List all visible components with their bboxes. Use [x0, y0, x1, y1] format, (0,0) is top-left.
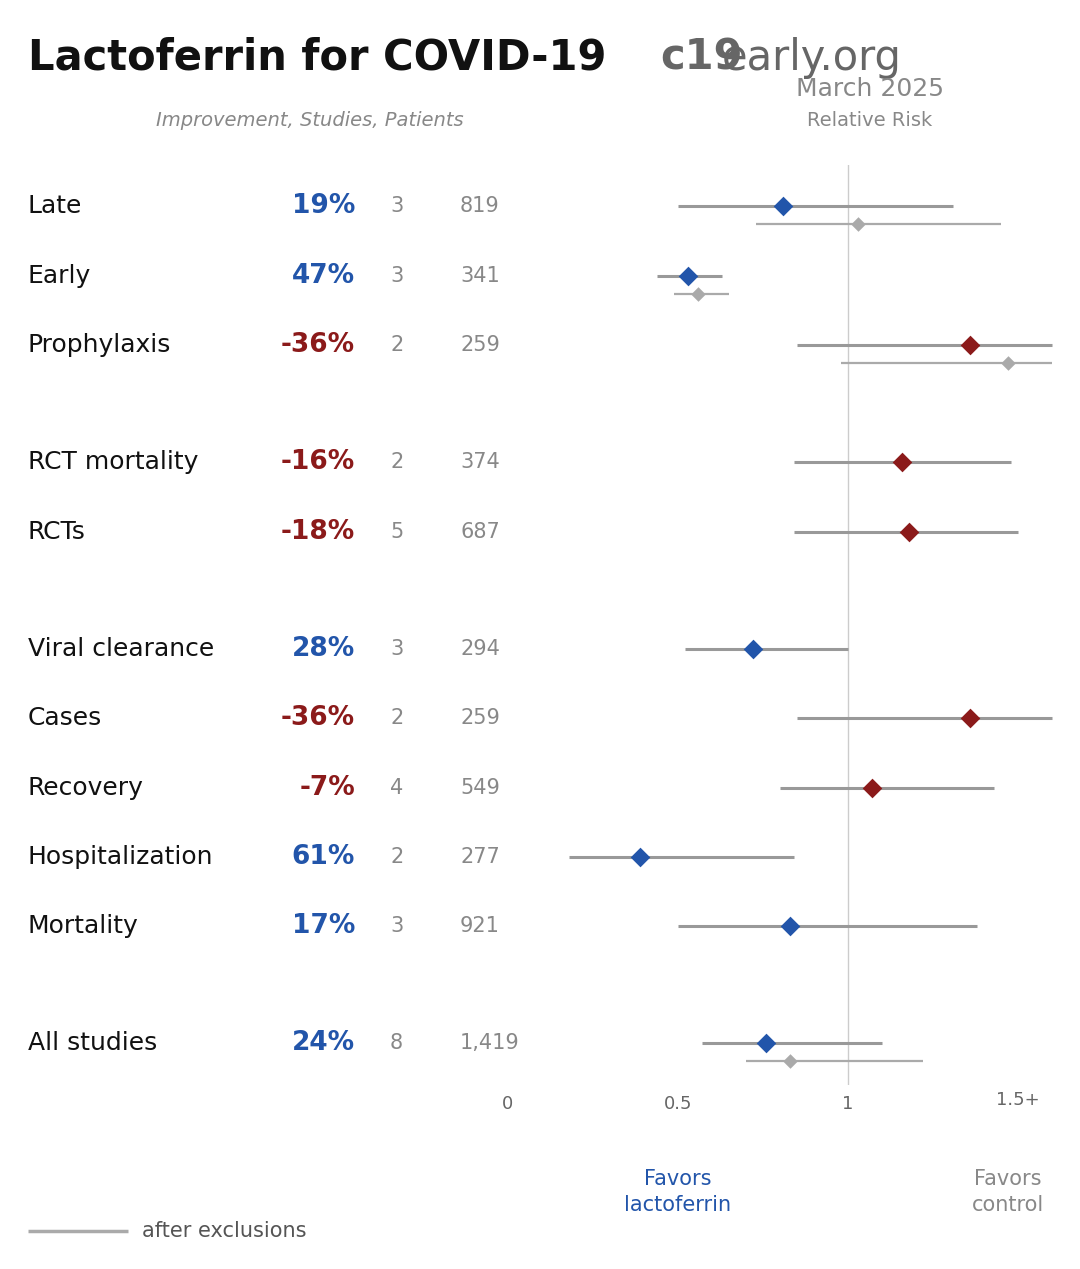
Text: Early: Early: [28, 264, 91, 288]
Point: [999, 353, 1016, 373]
Text: control: control: [972, 1195, 1044, 1214]
Text: 3: 3: [390, 265, 403, 286]
Text: 687: 687: [460, 522, 500, 542]
Point: [962, 708, 980, 728]
Text: Recovery: Recovery: [28, 775, 144, 799]
Point: [689, 283, 706, 303]
Point: [758, 1033, 775, 1053]
Point: [850, 214, 867, 235]
Text: early.org: early.org: [723, 37, 902, 79]
Text: 19%: 19%: [292, 193, 355, 220]
Text: Late: Late: [28, 194, 82, 218]
Text: Improvement, Studies, Patients: Improvement, Studies, Patients: [157, 110, 463, 129]
Text: 47%: 47%: [292, 263, 355, 288]
Text: 819: 819: [460, 197, 500, 217]
Point: [774, 197, 792, 217]
Text: after exclusions: after exclusions: [141, 1221, 307, 1241]
Text: 2: 2: [390, 708, 403, 728]
Text: 24%: 24%: [292, 1030, 355, 1057]
Text: RCT mortality: RCT mortality: [28, 450, 199, 475]
Text: Cases: Cases: [28, 707, 103, 731]
Text: Hospitalization: Hospitalization: [28, 845, 214, 869]
Text: Viral clearance: Viral clearance: [28, 637, 214, 661]
Text: c19: c19: [660, 37, 743, 79]
Text: Favors: Favors: [974, 1169, 1042, 1189]
Text: -36%: -36%: [281, 331, 355, 358]
Text: 5: 5: [390, 522, 403, 542]
Text: 4: 4: [390, 778, 403, 797]
Text: -16%: -16%: [281, 449, 355, 476]
Text: 3: 3: [390, 916, 403, 937]
Text: 294: 294: [460, 640, 500, 659]
Text: Prophylaxis: Prophylaxis: [28, 332, 172, 357]
Text: 1.5+: 1.5+: [997, 1090, 1040, 1109]
Text: 549: 549: [460, 778, 500, 797]
Point: [863, 778, 880, 798]
Text: -18%: -18%: [281, 519, 355, 544]
Text: 259: 259: [460, 335, 500, 355]
Text: -7%: -7%: [299, 774, 355, 801]
Point: [901, 522, 918, 542]
Point: [679, 265, 697, 286]
Text: 277: 277: [460, 846, 500, 867]
Text: Relative Risk: Relative Risk: [808, 110, 933, 129]
Text: 17%: 17%: [292, 912, 355, 939]
Text: -36%: -36%: [281, 706, 355, 731]
Text: 8: 8: [390, 1033, 403, 1053]
Text: March 2025: March 2025: [796, 77, 944, 102]
Text: 921: 921: [460, 916, 500, 937]
Text: RCTs: RCTs: [28, 519, 86, 543]
Text: 3: 3: [390, 197, 403, 217]
Text: 2: 2: [390, 335, 403, 355]
Text: 61%: 61%: [292, 844, 355, 869]
Text: 2: 2: [390, 453, 403, 472]
Point: [744, 640, 761, 660]
Point: [632, 846, 649, 867]
Text: 1,419: 1,419: [460, 1033, 519, 1053]
Text: Lactoferrin for COVID-19: Lactoferrin for COVID-19: [28, 37, 606, 79]
Point: [894, 452, 912, 472]
Text: 2: 2: [390, 846, 403, 867]
Text: All studies: All studies: [28, 1032, 158, 1056]
Text: 3: 3: [390, 640, 403, 659]
Text: 374: 374: [460, 453, 500, 472]
Text: Mortality: Mortality: [28, 914, 138, 938]
Point: [782, 1051, 799, 1071]
Text: lactoferrin: lactoferrin: [624, 1195, 731, 1214]
Point: [782, 916, 799, 937]
Point: [962, 335, 980, 355]
Text: Favors: Favors: [644, 1169, 712, 1189]
Text: 341: 341: [460, 265, 500, 286]
Text: 28%: 28%: [292, 636, 355, 662]
Text: 259: 259: [460, 708, 500, 728]
